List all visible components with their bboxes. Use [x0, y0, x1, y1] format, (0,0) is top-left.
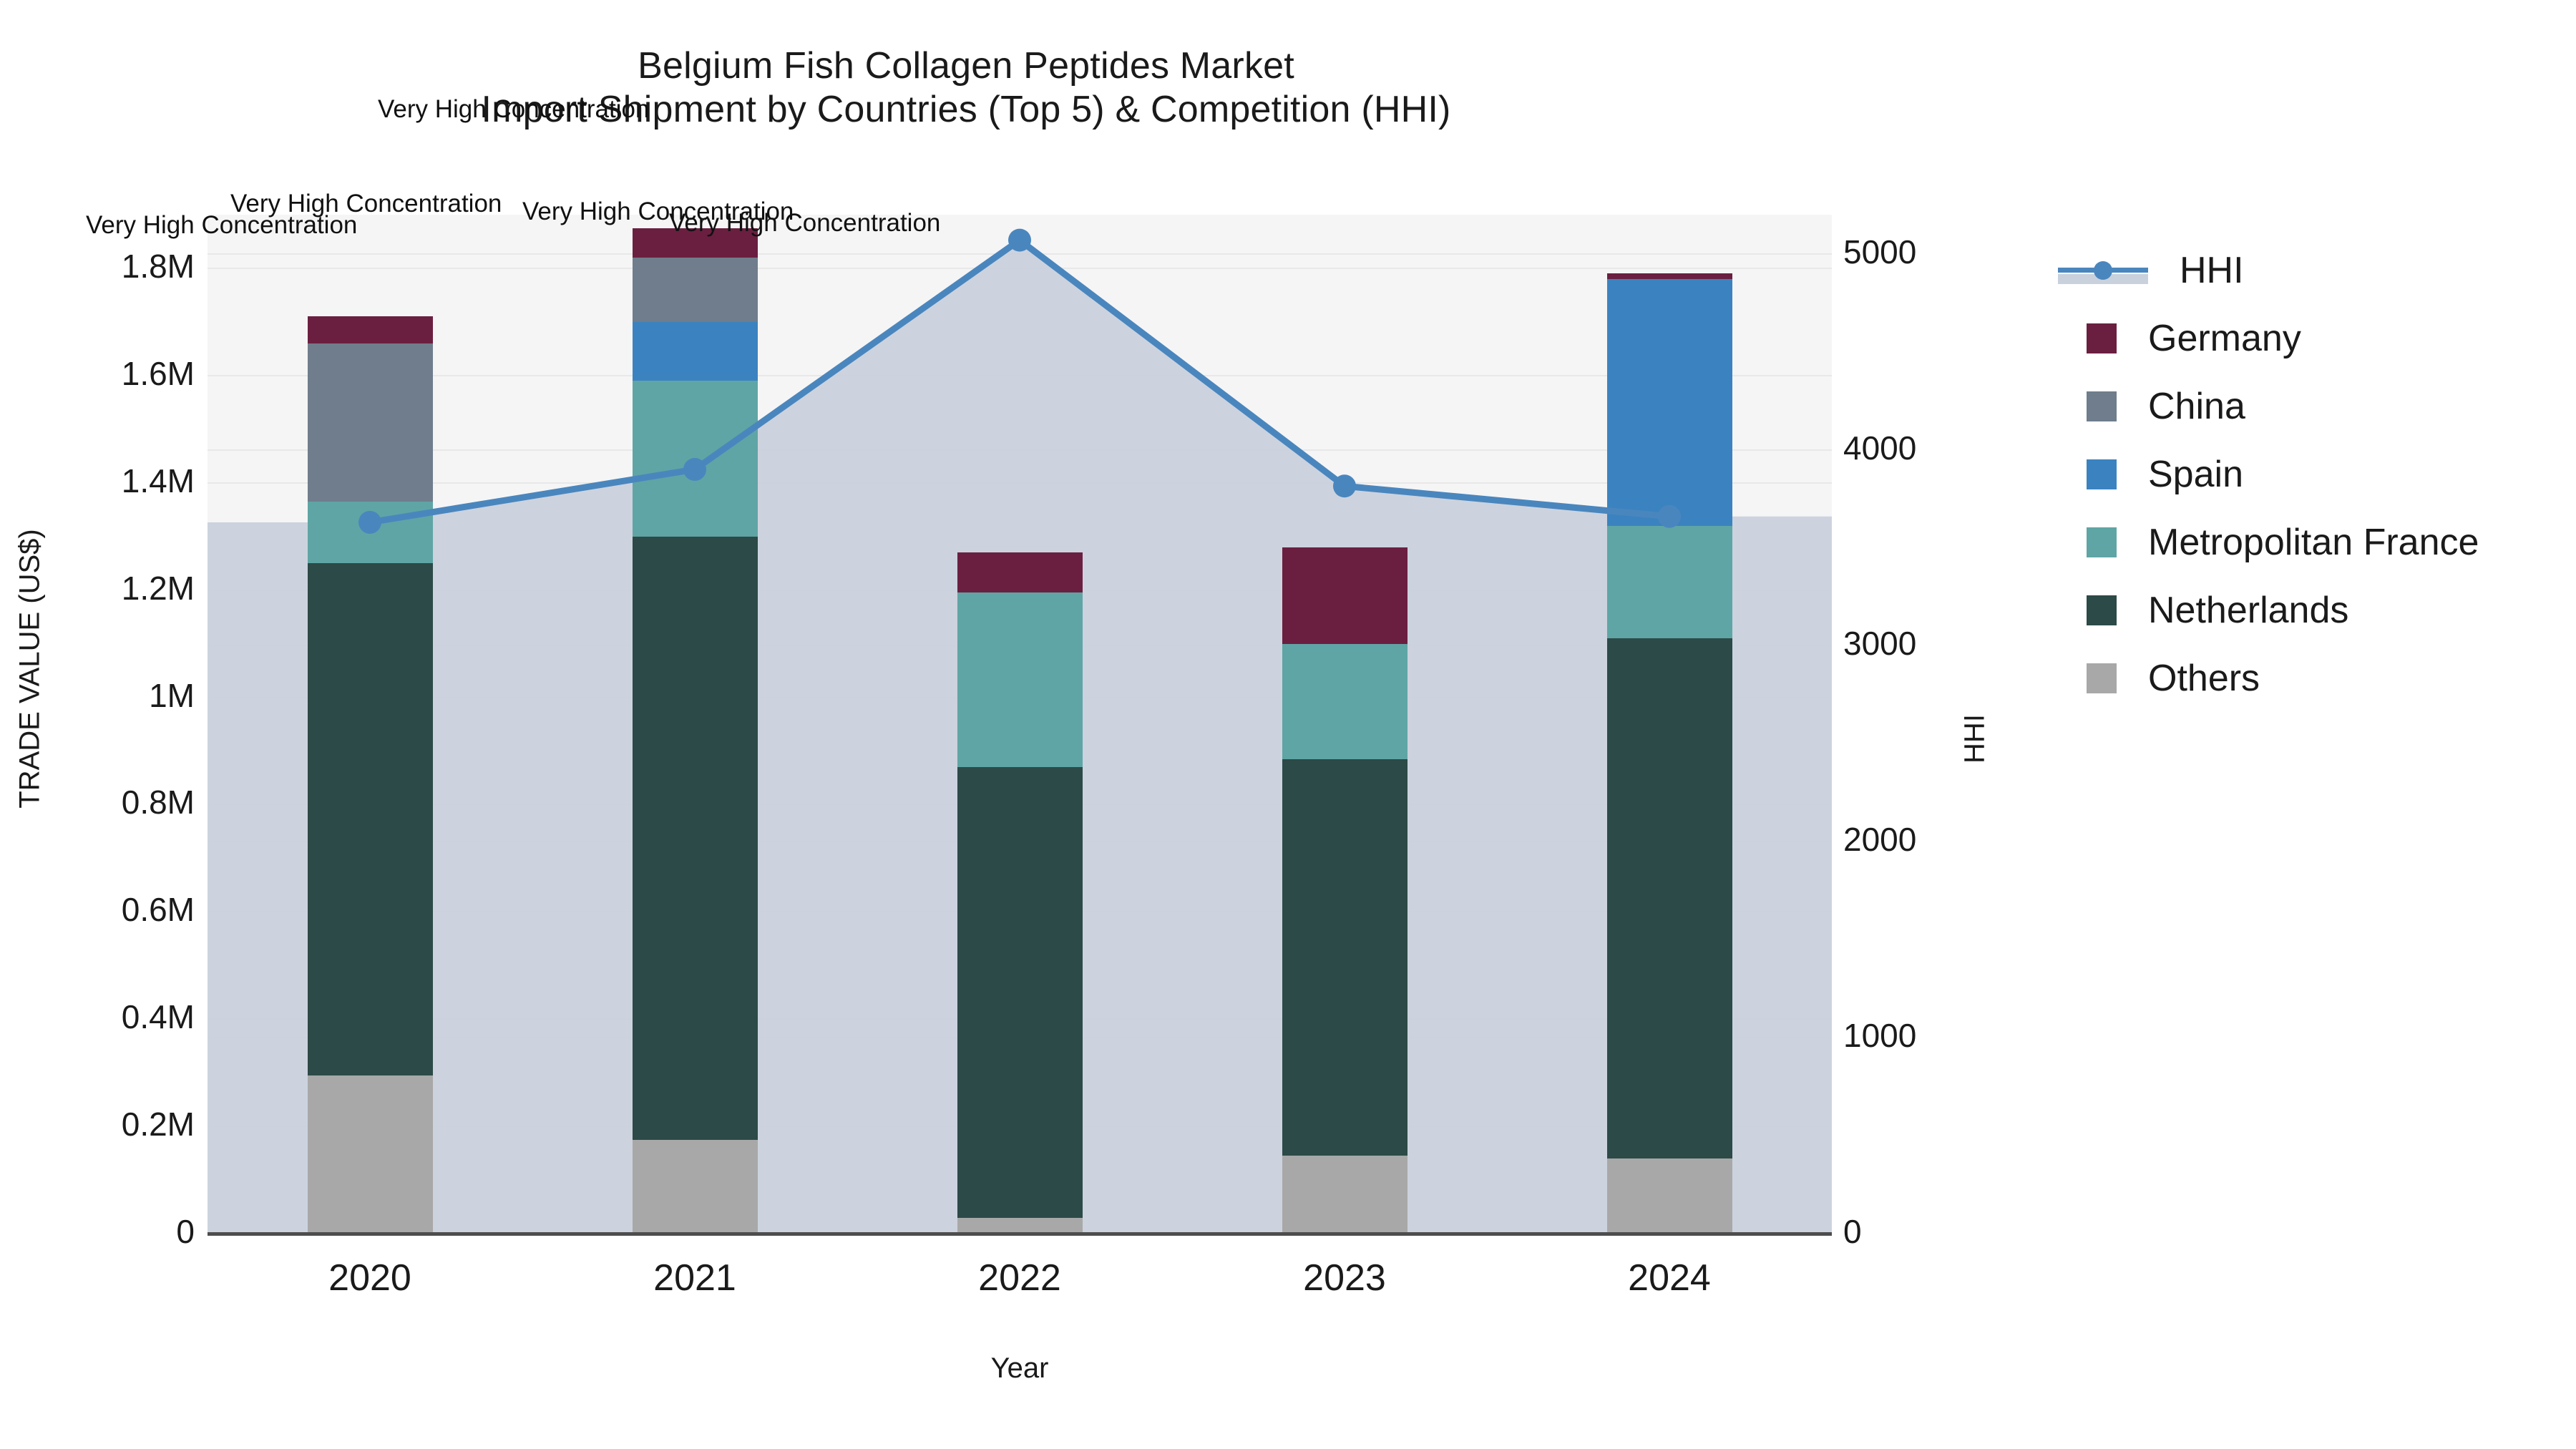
y-axis-left-tick-label: 1.2M — [121, 569, 195, 607]
bar-segment-metropolitan-france[interactable] — [1606, 525, 1732, 639]
legend-item-label: Metropolitan France — [2148, 521, 2479, 563]
bar-segment-netherlands[interactable] — [632, 536, 758, 1140]
legend-item-metropolitan-france[interactable]: Metropolitan France — [2058, 508, 2573, 576]
legend-line-key-icon — [2058, 255, 2148, 286]
bar-segment-china[interactable] — [307, 343, 433, 502]
annotation-concentration-2023: Very High Concentration — [522, 197, 794, 225]
bar-column-2023[interactable] — [1282, 215, 1407, 1234]
bar-segment-germany[interactable] — [1606, 273, 1732, 279]
x-axis-tick-label-2020: 2020 — [328, 1257, 411, 1299]
bar-segment-germany[interactable] — [632, 228, 758, 258]
bar-segment-germany[interactable] — [1282, 547, 1407, 644]
bar-segment-others[interactable] — [632, 1139, 758, 1234]
bar-segment-others[interactable] — [307, 1075, 433, 1234]
y-axis-left-tick-label: 0 — [176, 1213, 195, 1250]
legend-item-china[interactable]: China — [2058, 372, 2573, 440]
annotation-concentration-2020: Very High Concentration — [86, 211, 358, 239]
x-axis-tick-label-2023: 2023 — [1303, 1257, 1386, 1299]
bar-group — [208, 215, 1832, 1234]
legend-item-netherlands[interactable]: Netherlands — [2058, 576, 2573, 644]
legend-item-label: Others — [2148, 657, 2260, 699]
legend-item-others[interactable]: Others — [2058, 644, 2573, 712]
y-axis-right-tick-label: 2000 — [1843, 821, 1917, 859]
bar-column-2024[interactable] — [1606, 215, 1732, 1234]
legend-marker-dot-icon — [2094, 260, 2112, 280]
y-axis-right-tick-label: 0 — [1843, 1213, 1862, 1250]
y-axis-left-tick-label: 0.4M — [121, 998, 195, 1036]
y-axis-left-tick-label: 0.2M — [121, 1106, 195, 1143]
legend-item-hhi[interactable]: HHI — [2058, 236, 2573, 304]
legend-color-swatch — [2087, 527, 2117, 557]
bar-segment-spain[interactable] — [1606, 278, 1732, 526]
chart-title-line-2: Import Shipment by Countries (Top 5) & C… — [481, 88, 1451, 130]
bar-segment-spain[interactable] — [632, 321, 758, 381]
y-axis-left-tick-label: 1M — [149, 676, 195, 714]
bar-segment-metropolitan-france[interactable] — [957, 592, 1083, 767]
y-axis-right-ticks: 0 1000 2000 3000 4000 5000 — [1843, 215, 2058, 1250]
x-axis-tick-label-2021: 2021 — [653, 1257, 736, 1299]
legend-item-label: China — [2148, 385, 2245, 427]
bar-segment-netherlands[interactable] — [1282, 758, 1407, 1156]
y-axis-right-title: HHI — [1958, 714, 1991, 763]
chart-title-line-1: Belgium Fish Collagen Peptides Market — [638, 45, 1294, 87]
y-axis-left-ticks: 0 0.2M 0.4M 0.6M 0.8M 1M 1.2M 1.4M 1.6M 1.8M — [0, 215, 195, 1250]
bar-segment-metropolitan-france[interactable] — [1282, 643, 1407, 759]
legend-item-germany[interactable]: Germany — [2058, 304, 2573, 372]
bar-segment-others[interactable] — [957, 1217, 1083, 1234]
chart-legend: HHI Germany China Spain Metropolitan France N… — [2058, 236, 2573, 712]
bar-segment-others[interactable] — [1606, 1158, 1732, 1234]
y-axis-left-tick-label: 0.8M — [121, 784, 195, 821]
bar-segment-germany[interactable] — [957, 552, 1083, 593]
y-axis-left-tick-label: 1.6M — [121, 354, 195, 392]
bar-column-2021[interactable] — [632, 215, 758, 1234]
plot-area — [208, 215, 1832, 1234]
legend-color-swatch — [2087, 391, 2117, 421]
legend-item-label: Germany — [2148, 317, 2301, 359]
legend-item-label: HHI — [2180, 249, 2244, 291]
x-axis-tick-label-2024: 2024 — [1628, 1257, 1711, 1299]
bar-segment-netherlands[interactable] — [957, 766, 1083, 1218]
y-axis-right-tick-label: 3000 — [1843, 625, 1917, 663]
legend-color-swatch — [2087, 663, 2117, 693]
legend-item-label: Spain — [2148, 453, 2243, 495]
y-axis-left-title: TRADE VALUE (US$) — [14, 529, 46, 809]
legend-color-swatch — [2087, 323, 2117, 353]
bar-segment-others[interactable] — [1282, 1156, 1407, 1234]
bar-segment-netherlands[interactable] — [1606, 638, 1732, 1159]
legend-color-swatch — [2087, 459, 2117, 489]
y-axis-right-tick-label: 1000 — [1843, 1017, 1917, 1055]
y-axis-right-tick-label: 5000 — [1843, 233, 1917, 270]
x-axis-tick-label-2022: 2022 — [978, 1257, 1061, 1299]
legend-item-label: Netherlands — [2148, 589, 2349, 631]
bar-segment-netherlands[interactable] — [307, 563, 433, 1075]
y-axis-left-tick-label: 1.8M — [121, 247, 195, 285]
y-axis-right-tick-label: 4000 — [1843, 429, 1917, 467]
bar-segment-germany[interactable] — [307, 316, 433, 343]
bar-column-2022[interactable] — [957, 215, 1083, 1234]
legend-color-swatch — [2087, 595, 2117, 625]
x-axis-title: Year — [990, 1352, 1049, 1384]
annotation-concentration-2021: Very High Concentration — [230, 190, 502, 218]
hhi-line-series — [358, 228, 1681, 534]
y-axis-left-tick-label: 1.4M — [121, 462, 195, 499]
annotation-concentration-2024: Very High Concentration — [669, 209, 941, 237]
bar-segment-china[interactable] — [632, 257, 758, 322]
y-axis-left-tick-label: 0.6M — [121, 891, 195, 929]
annotation-concentration-2022: Very High Concentration — [378, 95, 650, 123]
x-axis-line — [208, 1232, 1832, 1236]
legend-item-spain[interactable]: Spain — [2058, 440, 2573, 508]
chart-title: Belgium Fish Collagen Peptides Market Im… — [0, 44, 1932, 132]
